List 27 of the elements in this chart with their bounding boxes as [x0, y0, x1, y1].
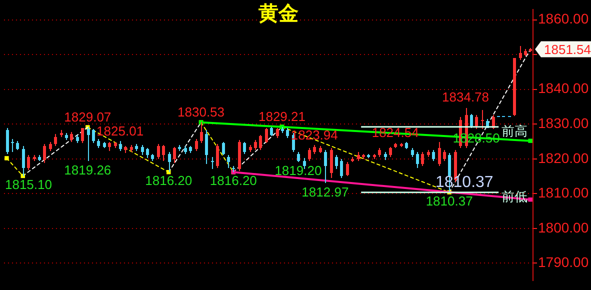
annotation: 1825.01 — [96, 124, 144, 139]
point — [528, 138, 532, 143]
annotation: 1829.21 — [258, 108, 306, 124]
point — [528, 197, 532, 202]
y-tick-label: 1800.00 — [538, 219, 589, 236]
candlestick — [11, 139, 14, 152]
y-tick-label: 1830.00 — [538, 115, 589, 131]
annotation: 1834.78 — [442, 90, 490, 105]
y-tick-label: 1820.00 — [538, 150, 589, 166]
ref-line-label: 前高 — [502, 123, 528, 140]
annotation: 1816.20 — [145, 173, 192, 188]
y-tick-label: 1810.00 — [538, 184, 589, 201]
text: 1851.54 — [544, 42, 591, 57]
annotation: 1815.10 — [4, 177, 52, 192]
y-tick-label: 1860.00 — [538, 10, 589, 27]
annotation: 1829.07 — [64, 109, 112, 124]
y-tick-label: 1790.00 — [538, 254, 589, 270]
annotation: 1812.97 — [302, 184, 349, 200]
annotation: 1819.26 — [64, 162, 112, 178]
chart-title: 黄金 — [258, 1, 298, 26]
annotation: 1819.20 — [274, 162, 322, 178]
y-tick-label: 1840.00 — [538, 80, 589, 96]
point — [4, 156, 9, 160]
annotation: 1816.20 — [210, 173, 257, 188]
candlestick — [211, 157, 214, 169]
annotation: 1810.37 — [426, 193, 473, 208]
annotation: 1830.53 — [178, 104, 225, 120]
